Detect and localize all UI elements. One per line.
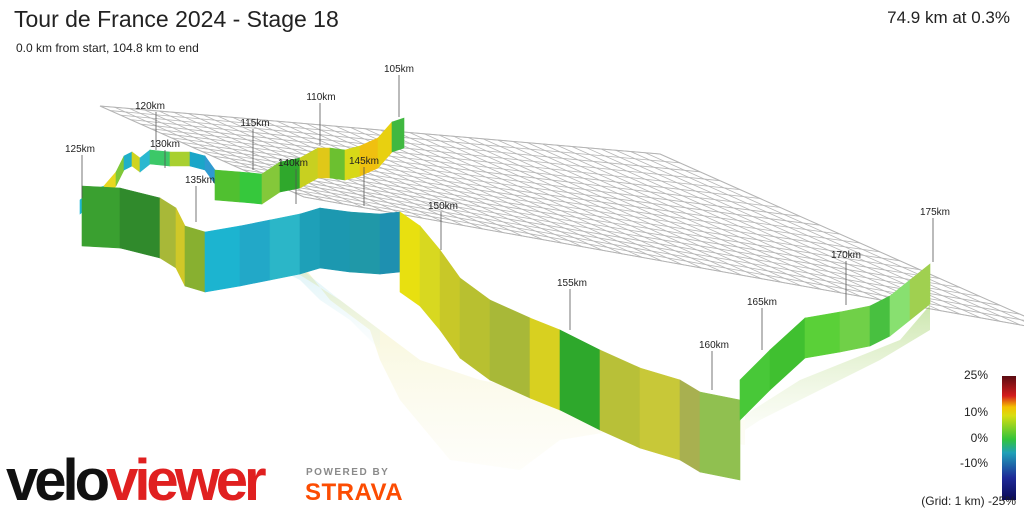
km-marker-label: 120km	[135, 101, 165, 112]
grid-line	[232, 164, 921, 271]
legend-tick-10: 10%	[963, 405, 988, 419]
front-ribbon-segment	[159, 197, 177, 269]
front-ribbon-segment	[319, 207, 351, 273]
grid-line	[161, 132, 781, 208]
gradient-color-scale	[1002, 376, 1016, 500]
km-marker-label: 160km	[699, 340, 729, 351]
back-ribbon-segment	[317, 147, 331, 179]
logo-velo: velo	[6, 448, 110, 513]
back-ribbon-segment	[169, 151, 191, 167]
back-ribbon-segment	[391, 117, 405, 153]
back-ribbon-segment	[115, 155, 125, 187]
km-marker-label: 130km	[150, 139, 180, 150]
grid-line	[130, 119, 721, 182]
legend-tick-0: 0%	[970, 431, 988, 445]
km-markers: 105km 110km 115km 120km 125km 130km 135km 140km…	[65, 64, 950, 390]
km-marker-label: 140km	[278, 158, 308, 169]
front-ribbon-segment	[679, 379, 701, 473]
front-ribbon-segment	[639, 367, 681, 461]
veloviewer-logo[interactable]: veloviewer	[6, 452, 267, 510]
back-ribbon-segment	[329, 147, 346, 181]
front-ribbon-segment	[299, 207, 321, 275]
km-marker-label: 175km	[920, 207, 950, 218]
grid-line	[252, 173, 961, 288]
position-readout: 0.0 km from start, 104.8 km to end	[16, 41, 199, 55]
end-ribbon-segment	[909, 263, 931, 321]
grid-line	[242, 169, 941, 279]
elevation-ribbon	[79, 117, 931, 481]
back-ribbon-segment	[239, 171, 263, 205]
km-marker-label: 150km	[428, 201, 458, 212]
km-marker-label: 115km	[240, 118, 269, 129]
front-ribbon-segment	[175, 207, 186, 287]
legend-tick-25: 25%	[963, 368, 988, 382]
front-ribbon-segment	[379, 211, 401, 275]
end-ribbon-segment	[839, 305, 871, 353]
segment-stat: 74.9 km at 0.3%	[887, 8, 1010, 27]
front-ribbon-segment	[239, 219, 271, 287]
logo-viewer: viewer	[106, 448, 267, 513]
front-ribbon-segment	[269, 213, 301, 281]
km-marker-label: 110km	[306, 92, 335, 103]
back-ribbon-segment	[149, 149, 171, 167]
front-ribbon-segment	[399, 211, 421, 307]
grid-line	[120, 114, 701, 173]
chart-title: Tour de France 2024 - Stage 18	[14, 6, 339, 32]
km-marker-label: 135km	[185, 175, 215, 186]
km-marker-label: 165km	[747, 297, 777, 308]
back-ribbon-segment	[131, 151, 141, 173]
front-ribbon-segment	[459, 277, 491, 381]
grid-scale-label: (Grid: 1 km)	[921, 494, 985, 508]
grid-line	[181, 142, 821, 226]
km-marker-label: 170km	[831, 250, 861, 261]
back-ribbon-segment	[139, 149, 151, 173]
km-marker-label: 125km	[65, 144, 95, 155]
end-ribbon-segment	[769, 317, 806, 391]
grid-note: (Grid: 1 km) -25%	[921, 494, 1016, 508]
km-marker-label: 155km	[557, 278, 587, 289]
grid-line	[99, 105, 661, 155]
end-ribbon-segment	[804, 311, 841, 359]
grid-line	[273, 182, 1001, 306]
grid-line	[140, 123, 741, 190]
front-ribbon-segment	[419, 225, 441, 331]
front-ribbon-segment	[529, 317, 561, 411]
back-ribbon-segment	[214, 169, 241, 203]
legend-tick-minus25: -25%	[987, 494, 1016, 508]
front-ribbon-segment	[184, 225, 206, 293]
front-ribbon-segment	[439, 249, 461, 359]
grid-line	[263, 178, 981, 297]
km-marker-label: 145km	[349, 156, 379, 167]
km-marker-label: 105km	[384, 64, 414, 75]
grid-line	[303, 196, 1024, 326]
back-ribbon-segment	[189, 151, 206, 171]
grid-line	[150, 128, 761, 199]
legend-tick-minus10: -10%	[959, 456, 988, 470]
end-ribbon-segment	[869, 295, 891, 347]
front-ribbon-segment	[81, 185, 121, 249]
front-ribbon-segment	[699, 391, 741, 481]
gradient-legend: 25% 10% 0% -10%	[926, 368, 1016, 502]
front-ribbon-segment	[204, 225, 241, 293]
back-ribbon-segment	[123, 151, 133, 171]
powered-by-label: POWERED BY	[306, 467, 390, 478]
grid-line	[171, 137, 801, 217]
front-ribbon-segment	[119, 187, 161, 259]
strava-logo[interactable]: STRAVA	[305, 479, 404, 506]
front-ribbon-segment	[349, 211, 381, 275]
front-ribbon-segment	[599, 349, 641, 449]
